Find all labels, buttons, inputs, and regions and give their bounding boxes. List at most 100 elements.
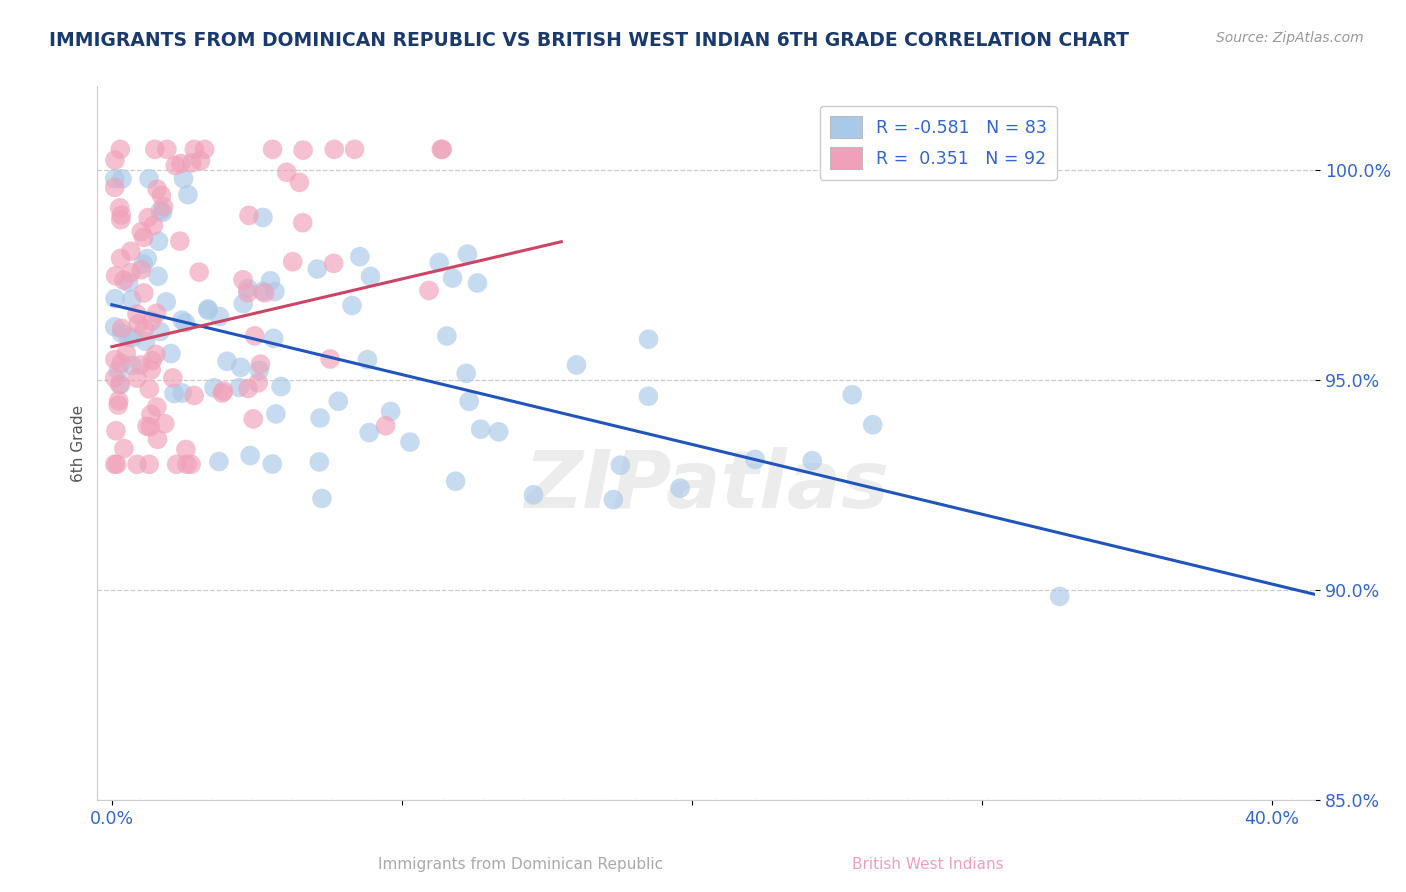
Point [104,319,127,334]
Point [212,384,235,398]
Point [441,271,464,285]
Point [208,454,231,468]
Point [259,274,281,288]
Text: IMMIGRANTS FROM DOMINICAN REPUBLIC VS BRITISH WEST INDIAN 6TH GRADE CORRELATION : IMMIGRANTS FROM DOMINICAN REPUBLIC VS BR… [49,31,1129,50]
Point [127,317,149,331]
Point [145,400,167,414]
Point [180,156,202,170]
Point [232,296,254,310]
Point [121,359,143,373]
Point [190,153,212,168]
Point [120,266,142,280]
Point [132,230,155,244]
Point [104,424,127,438]
Point [152,200,174,214]
Point [111,321,134,335]
Point [522,488,544,502]
Point [349,250,371,264]
Point [104,292,127,306]
Point [146,182,169,196]
Point [143,142,166,156]
Point [1049,590,1071,604]
Point [276,165,298,179]
Point [173,171,195,186]
Point [110,212,132,227]
Point [236,285,259,300]
Point [270,379,292,393]
Point [637,389,659,403]
Point [117,330,139,344]
Point [145,347,167,361]
Point [132,257,155,271]
Point [146,432,169,446]
Point [328,394,350,409]
Point [399,435,422,450]
Point [311,491,333,506]
Point [183,142,205,156]
Point [163,386,186,401]
Point [110,208,132,222]
Point [456,367,478,381]
Point [152,205,174,219]
Point [458,394,481,409]
Point [129,358,152,372]
Point [104,268,127,283]
Point [565,358,588,372]
Point [110,356,132,370]
Point [110,377,132,392]
Point [467,276,489,290]
Point [262,142,284,156]
Point [136,211,159,225]
Point [107,393,129,408]
Point [125,457,148,471]
Point [112,273,135,287]
Point [360,269,382,284]
Point [110,252,132,266]
Point [146,269,169,284]
Point [138,171,160,186]
Point [211,386,233,401]
Point [176,457,198,471]
Point [105,457,128,471]
Point [456,247,478,261]
Point [308,455,330,469]
Point [215,354,238,368]
Point [135,334,157,349]
Point [356,352,378,367]
Point [141,353,163,368]
Point [238,209,260,223]
Point [236,281,259,295]
Point [162,371,184,385]
Point [136,419,159,434]
Point [291,216,314,230]
Point [107,398,129,412]
Point [359,425,381,440]
Point [174,442,197,457]
Point [264,285,287,299]
Point [104,153,127,167]
Point [436,329,458,343]
Point [801,453,824,467]
Point [281,254,304,268]
Point [252,211,274,225]
Point [236,382,259,396]
Point [197,303,219,318]
Point [110,142,132,156]
Legend: R = -0.581   N = 83, R =  0.351   N = 92: R = -0.581 N = 83, R = 0.351 N = 92 [820,106,1057,180]
Point [228,380,250,394]
Point [148,234,170,248]
Text: Immigrants from Dominican Republic: Immigrants from Dominican Republic [378,857,662,872]
Point [160,346,183,360]
Point [104,352,127,367]
Point [602,492,624,507]
Point [343,142,366,156]
Point [149,203,172,218]
Point [111,171,134,186]
Point [309,411,332,425]
Point [180,457,202,471]
Point [430,142,453,156]
Point [142,219,165,233]
Point [288,175,311,189]
Point [139,408,162,422]
Point [488,425,510,439]
